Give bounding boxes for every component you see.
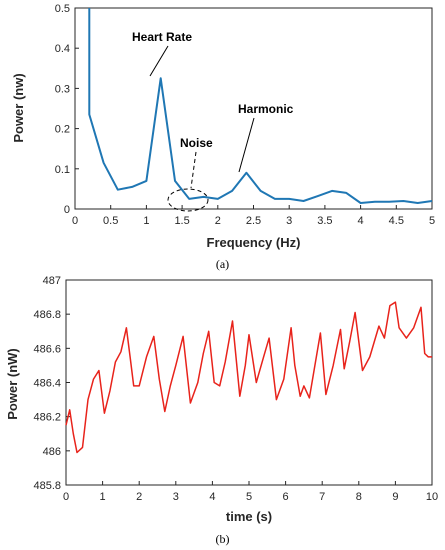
chart-a-y-tick-label: 0.5: [55, 3, 70, 15]
chart-a-y-tick-label: 0.1: [55, 164, 70, 176]
chart-b-y-tick-label: 486.6: [33, 343, 61, 355]
noise-highlight-ellipse: [167, 188, 209, 212]
chart-a-y-tick-label: 0.3: [55, 83, 70, 95]
chart-a-x-tick-label: 3: [286, 215, 292, 227]
chart-b-x-tick-label: 9: [392, 491, 398, 503]
chart-a-x-ticks: 0 0.5 1 1.5 2 2.5 3 3.5 4 4.5 5: [72, 205, 435, 227]
chart-b-x-tick-label: 3: [173, 491, 179, 503]
chart-a-y-tick-label: 0: [64, 204, 70, 216]
annotation-noise-pointer: [190, 151, 197, 189]
chart-a-y-tick-label: 0.4: [55, 43, 70, 55]
chart-a-x-tick-label: 0: [72, 215, 78, 227]
chart-b-ylabel: Power (nW): [5, 348, 20, 420]
chart-b-y-tick-label: 486: [43, 446, 61, 458]
annotation-noise: Noise: [180, 136, 213, 150]
chart-a-series-line: [88, 8, 433, 204]
chart-b-y-tick-label: 486.2: [33, 412, 61, 424]
chart-b-y-tick-label: 487: [43, 275, 61, 287]
chart-a-x-tick-label: 2.5: [246, 215, 261, 227]
chart-b-y-tick-label: 486.8: [33, 309, 61, 321]
chart-b: 0 1 2 3 4 5 6 7 8 9 10 485.8 486 486.2 486.4 486.6 486.…: [5, 275, 438, 546]
chart-b-y-tick-label: 486.4: [33, 378, 61, 390]
chart-b-x-tick-label: 1: [100, 491, 106, 503]
chart-b-x-tick-label: 10: [426, 491, 438, 503]
chart-b-x-tick-label: 0: [63, 491, 69, 503]
chart-a-x-tick-label: 1: [143, 215, 149, 227]
annotation-harmonic-pointer: [238, 117, 255, 173]
chart-b-x-tick-label: 4: [209, 491, 215, 503]
panel-label-b: (b): [216, 532, 230, 546]
chart-b-series-line: [65, 301, 432, 454]
chart-b-y-tick-label: 485.8: [33, 480, 61, 492]
chart-a-x-tick-label: 5: [429, 215, 435, 227]
annotation-heart-rate-pointer: [149, 45, 169, 77]
chart-a-x-tick-label: 4: [358, 215, 364, 227]
chart-a-ylabel: Power (nw): [11, 73, 26, 142]
chart-a: 0 0.5 1 1.5 2 2.5 3 3.5 4 4.5 5 0 0.1 0.2 0.3 0.4 0.5 H…: [11, 3, 435, 271]
chart-a-y-tick-label: 0.2: [55, 124, 70, 136]
chart-b-x-tick-label: 7: [319, 491, 325, 503]
annotation-heart-rate: Heart Rate: [132, 30, 192, 44]
chart-b-x-tick-label: 8: [356, 491, 362, 503]
chart-a-x-tick-label: 0.5: [103, 215, 118, 227]
chart-a-xlabel: Frequency (Hz): [207, 235, 301, 250]
chart-a-x-tick-label: 2: [215, 215, 221, 227]
chart-a-x-tick-label: 4.5: [389, 215, 404, 227]
chart-b-y-ticks: 485.8 486 486.2 486.4 486.6 486.8 487: [33, 275, 70, 492]
annotation-harmonic: Harmonic: [238, 102, 294, 116]
chart-a-x-tick-label: 3.5: [317, 215, 332, 227]
chart-b-xlabel: time (s): [226, 509, 272, 524]
chart-a-x-tick-label: 1.5: [174, 215, 189, 227]
chart-b-frame: [65, 279, 433, 486]
panel-label-a: (a): [216, 257, 229, 271]
chart-a-y-ticks: 0 0.1 0.2 0.3 0.4 0.5: [55, 3, 79, 216]
chart-b-x-ticks: 0 1 2 3 4 5 6 7 8 9 10: [63, 481, 438, 503]
chart-b-x-tick-label: 6: [283, 491, 289, 503]
chart-b-x-tick-label: 2: [136, 491, 142, 503]
chart-b-x-tick-label: 5: [246, 491, 252, 503]
